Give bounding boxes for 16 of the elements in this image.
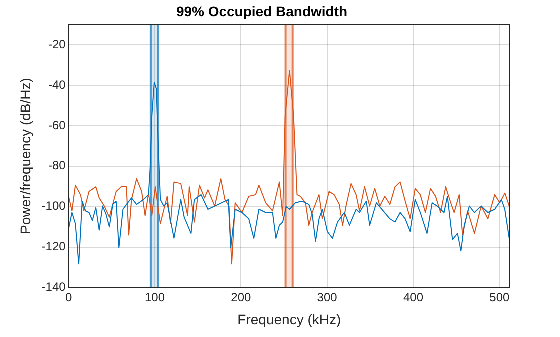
x-tick-label: 0 — [65, 290, 72, 304]
chart-title: 99% Occupied Bandwidth — [176, 3, 348, 20]
x-tick-label: 100 — [144, 290, 166, 304]
y-axis-title: Power/frequency (dB/Hz) — [17, 78, 34, 235]
y-tick-label: -100 — [42, 199, 66, 214]
y-tick-label: -40 — [48, 78, 66, 92]
x-axis-title: Frequency (kHz) — [238, 311, 342, 328]
y-tick-label: -140 — [42, 280, 66, 294]
x-tick-label: 400 — [403, 290, 424, 304]
x-tick-label: 200 — [231, 290, 252, 304]
x-tick-label: 300 — [317, 290, 338, 304]
y-tick-label: -80 — [48, 158, 66, 173]
y-tick-label: -20 — [48, 37, 66, 52]
x-tick-label: 500 — [490, 290, 510, 304]
y-tick-label: -120 — [42, 240, 66, 254]
y-tick-label: -60 — [48, 118, 66, 132]
